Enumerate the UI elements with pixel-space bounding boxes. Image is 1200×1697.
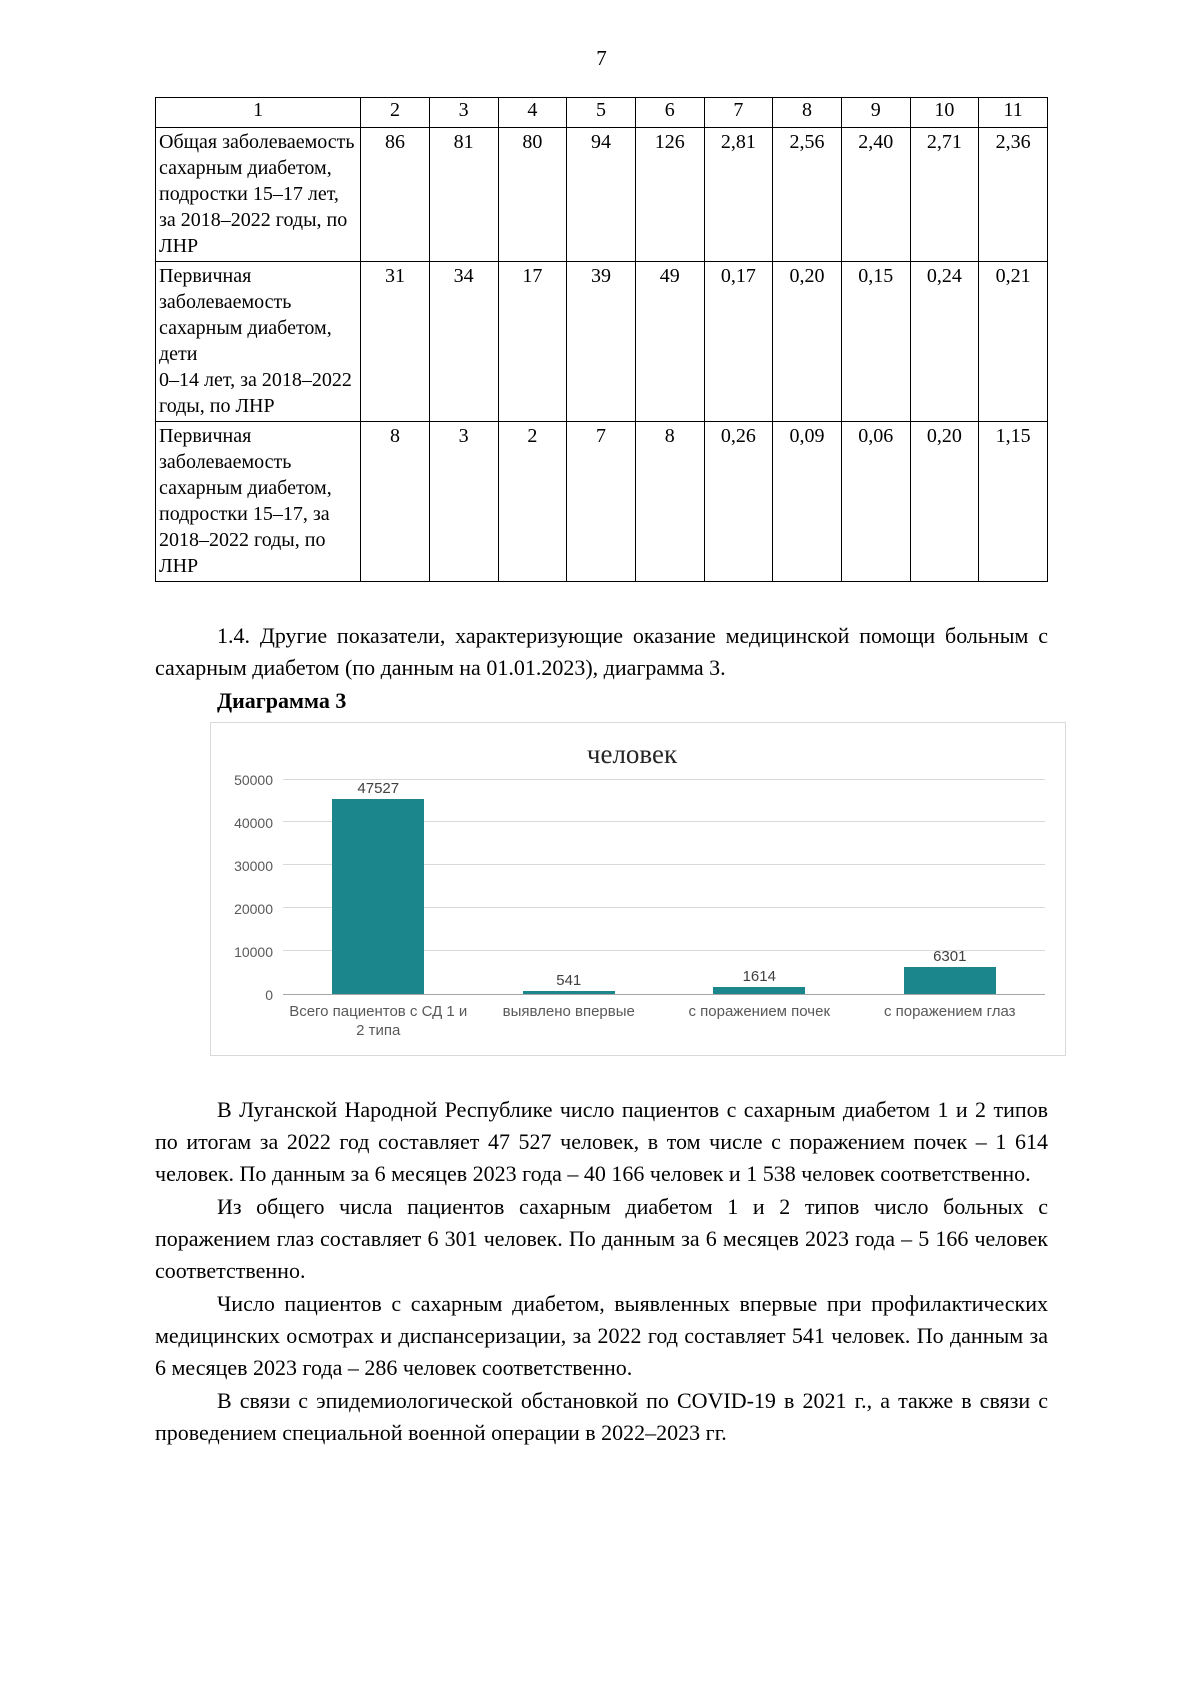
value-cell: 2,40 [840, 127, 911, 262]
bar-slot: 541 [474, 780, 665, 994]
body-paragraph: В связи с эпидемиологической обстановкой… [155, 1387, 1048, 1445]
gridline [283, 778, 1045, 780]
table-header-cell: 2 [360, 97, 430, 128]
value-cell: 0,15 [840, 261, 911, 422]
value-cell: 86 [360, 127, 430, 262]
y-tick-label: 20000 [234, 900, 273, 917]
value-cell: 2,81 [703, 127, 774, 262]
bar [522, 991, 615, 994]
chart-plot-area: 0 10000 20000 30000 40000 50000 47527 541 1614 6… [219, 772, 1045, 1003]
value-cell: 0,21 [978, 261, 1048, 422]
incidence-table: 1 2 3 4 5 6 7 8 9 10 11 Общая заболеваемость сахар… [154, 97, 1048, 582]
gridline [283, 949, 1045, 951]
y-tick-label: 0 [265, 986, 273, 1003]
bar-slot: 1614 [664, 780, 855, 994]
value-cell: 0,20 [772, 261, 842, 422]
bar-value-label: 1614 [742, 967, 776, 985]
value-cell: 126 [634, 127, 705, 262]
value-cell: 8 [634, 421, 705, 582]
value-cell: 49 [634, 261, 705, 422]
value-cell: 31 [360, 261, 430, 422]
bar [903, 966, 996, 994]
chart-y-axis: 0 10000 20000 30000 40000 50000 [219, 772, 283, 1003]
document-page: 7 1 2 3 4 5 6 7 8 9 10 11 Общая заболеваемость сах… [154, 46, 1066, 1450]
value-cell: 2 [497, 421, 568, 582]
value-cell: 0,09 [772, 421, 842, 582]
value-cell: 17 [497, 261, 568, 422]
table-header-cell: 3 [428, 97, 499, 128]
value-cell: 3 [428, 421, 499, 582]
chart-bars: 47527 541 1614 6301 [283, 780, 1045, 994]
value-cell: 1,15 [978, 421, 1048, 582]
table-header-cell: 11 [978, 97, 1048, 128]
value-cell: 2,36 [978, 127, 1048, 262]
body-text: В Луганской Народной Республике число па… [155, 1094, 1048, 1450]
page-number: 7 [596, 46, 607, 70]
chart-plot: 47527 541 1614 6301 [283, 778, 1045, 995]
diagram-label: Диаграмма 3 [217, 687, 347, 713]
bar-value-label: 541 [556, 972, 582, 990]
value-cell: 0,20 [909, 421, 980, 582]
bar-value-label: 47527 [357, 779, 400, 797]
value-cell: 2,56 [772, 127, 842, 262]
x-axis-label: выявлено впервые [502, 1002, 635, 1020]
table-row: Общая заболеваемость сахарным диабетом, … [154, 127, 1048, 262]
y-tick-label: 10000 [234, 943, 273, 960]
value-cell: 39 [566, 261, 636, 422]
value-cell: 34 [428, 261, 499, 422]
table-header-cell: 5 [566, 97, 636, 128]
table-header-cell: 6 [634, 97, 705, 128]
gridline [283, 821, 1045, 823]
row-label-cell: Общая заболеваемость сахарным диабетом, … [154, 127, 362, 262]
x-axis-label: с поражением глаз [883, 1002, 1016, 1020]
diagram-3-chart: человек 0 10000 20000 30000 40000 50000 47527… [210, 721, 1066, 1056]
bar-slot: 47527 [283, 780, 474, 994]
table-header-cell: 7 [703, 97, 774, 128]
value-cell: 0,17 [703, 261, 774, 422]
table-header-row: 1 2 3 4 5 6 7 8 9 10 11 [154, 97, 1048, 128]
bar-value-label: 6301 [933, 947, 967, 965]
body-paragraph: Число пациентов с сахарным диабетом, выя… [155, 1290, 1048, 1381]
value-cell: 0,06 [840, 421, 911, 582]
table-header-cell: 1 [154, 97, 362, 128]
body-paragraph: Из общего числа пациентов сахарным диабе… [155, 1193, 1048, 1284]
value-cell: 7 [566, 421, 636, 582]
bar [713, 986, 806, 994]
chart-title: человек [586, 738, 678, 769]
value-cell: 0,24 [909, 261, 980, 422]
bar-slot: 6301 [855, 780, 1046, 994]
table-header-cell: 8 [772, 97, 842, 128]
value-cell: 0,26 [703, 421, 774, 582]
bar [332, 798, 425, 994]
y-tick-label: 40000 [234, 814, 273, 831]
row-label-cell: Первичная заболеваемость сахарным диабет… [154, 261, 362, 422]
gridline [283, 864, 1045, 866]
table-row: Первичная заболеваемость сахарным диабет… [154, 421, 1048, 582]
section-intro-paragraph: 1.4. Другие показатели, характеризующие … [155, 623, 1048, 681]
x-axis-label: с поражением почек [688, 1002, 831, 1020]
y-tick-label: 50000 [234, 771, 273, 788]
y-tick-label: 30000 [234, 857, 273, 874]
table-header-cell: 4 [497, 97, 568, 128]
table-row: Первичная заболеваемость сахарным диабет… [154, 261, 1048, 422]
value-cell: 81 [428, 127, 499, 262]
gridline [283, 907, 1045, 909]
value-cell: 94 [566, 127, 636, 262]
table-header-cell: 10 [909, 97, 980, 128]
value-cell: 2,71 [909, 127, 980, 262]
x-axis-label: Всего пациентов с СД 1 и 2 типа [289, 1002, 468, 1040]
chart-x-axis: Всего пациентов с СД 1 и 2 типа выявлено … [283, 1002, 1045, 1041]
row-label-cell: Первичная заболеваемость сахарным диабет… [154, 421, 362, 582]
table-header-cell: 9 [840, 97, 911, 128]
value-cell: 80 [497, 127, 568, 262]
value-cell: 8 [360, 421, 430, 582]
body-paragraph: В Луганской Народной Республике число па… [155, 1096, 1048, 1187]
